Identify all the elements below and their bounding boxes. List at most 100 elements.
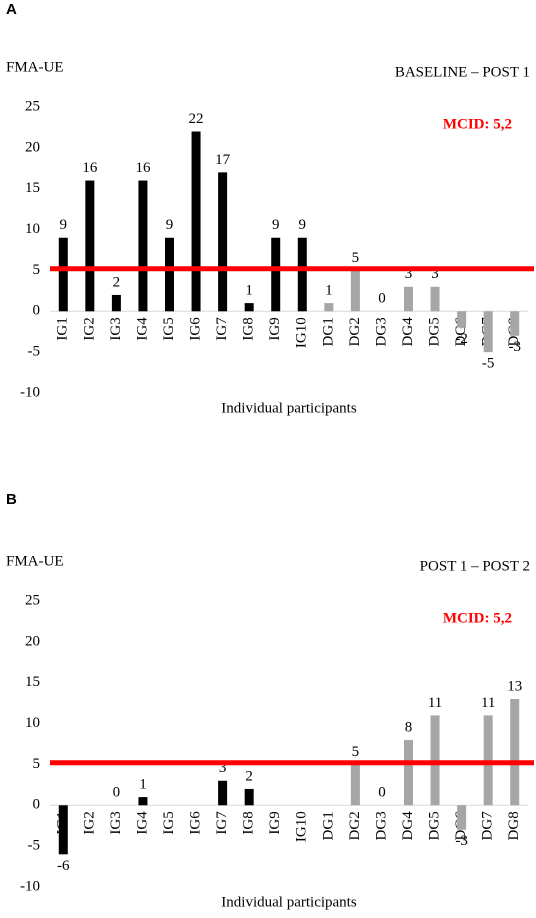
reference-label: MCID: 5,2 [443, 610, 512, 626]
reference-label: MCID: 5,2 [443, 116, 512, 132]
y-tick-label: 15 [25, 674, 40, 690]
bar [404, 739, 413, 806]
y-tick-label: 5 [33, 262, 41, 278]
bar [85, 180, 95, 312]
x-tick-label: DG1 [320, 317, 336, 346]
x-tick-label: DG8 [506, 811, 522, 840]
bar [404, 286, 413, 312]
x-tick-label: IG10 [294, 811, 310, 842]
data-label: 9 [60, 217, 68, 233]
y-tick-label: 10 [25, 221, 40, 237]
x-tick-label: IG3 [108, 811, 124, 834]
x-tick-label: IG10 [294, 317, 310, 348]
x-tick-label: DG4 [400, 317, 416, 347]
x-tick-label: IG7 [214, 317, 230, 341]
x-tick-label: IG5 [161, 317, 177, 340]
bar [138, 180, 148, 312]
y-tick-label: 25 [25, 98, 40, 114]
bar [58, 805, 68, 855]
data-label: 11 [428, 695, 442, 711]
x-tick-label: IG1 [55, 317, 71, 340]
data-label: -2 [455, 331, 468, 347]
x-tick-label: IG8 [241, 811, 257, 834]
bar [218, 780, 228, 806]
x-tick-label: IG2 [81, 811, 97, 834]
x-axis-title: Individual participants [221, 400, 357, 416]
x-tick-label: IG5 [161, 811, 177, 834]
y-tick-label: -5 [28, 838, 41, 854]
bar [457, 311, 467, 328]
data-label: 8 [405, 719, 413, 735]
x-tick-label: IG9 [267, 317, 283, 340]
y-axis-title: FMA-UE [6, 553, 64, 569]
x-tick-label: IG7 [214, 811, 230, 835]
data-label: -3 [455, 833, 468, 849]
data-label: 5 [352, 744, 360, 760]
x-tick-label: DG5 [426, 811, 442, 840]
bar [510, 699, 520, 806]
subtitle: BASELINE – POST 1 [395, 64, 530, 80]
x-tick-label: DG4 [400, 811, 416, 841]
bar [350, 764, 360, 806]
x-tick-label: IG6 [187, 317, 203, 341]
x-tick-label: DG7 [480, 811, 496, 841]
x-tick-label: IG4 [134, 317, 150, 341]
y-tick-label: 20 [25, 633, 40, 649]
x-tick-label: IG6 [187, 811, 203, 835]
x-tick-label: IG2 [81, 317, 97, 340]
data-label: 2 [245, 768, 253, 784]
y-tick-label: -10 [20, 384, 40, 400]
bar [58, 237, 68, 312]
x-tick-label: DG5 [426, 317, 442, 346]
data-label: 11 [481, 695, 495, 711]
data-label: 3 [431, 266, 439, 282]
data-label: 3 [219, 760, 227, 776]
x-axis-title: Individual participants [221, 894, 357, 910]
bar [111, 294, 121, 312]
y-tick-label: 10 [25, 715, 40, 731]
data-label: 13 [507, 678, 522, 694]
bar [244, 303, 254, 312]
data-label: -3 [508, 339, 521, 355]
x-tick-label: DG2 [347, 811, 363, 840]
data-label: 3 [405, 266, 413, 282]
bar [218, 172, 228, 312]
data-label: -5 [482, 356, 495, 372]
bar [457, 805, 467, 830]
y-tick-label: 15 [25, 180, 40, 196]
bar [244, 788, 254, 806]
x-tick-label: DG3 [373, 811, 389, 840]
data-label: 5 [352, 250, 360, 266]
data-label: 9 [166, 217, 174, 233]
y-tick-label: -5 [28, 344, 41, 360]
bar [271, 237, 281, 312]
bar [430, 286, 440, 312]
data-label: 1 [325, 283, 333, 299]
data-label: 0 [113, 785, 121, 801]
data-label: 1 [245, 283, 253, 299]
bar [138, 797, 148, 806]
bar [191, 131, 201, 312]
bar [324, 303, 334, 312]
y-tick-label: 25 [25, 592, 40, 608]
data-label: 16 [135, 160, 151, 176]
bar [297, 237, 307, 312]
panel-label: A [6, 1, 17, 18]
data-label: 17 [215, 152, 231, 168]
y-tick-label: 20 [25, 139, 40, 155]
x-tick-label: DG1 [320, 811, 336, 840]
data-label: 1 [139, 777, 147, 793]
x-tick-label: IG9 [267, 811, 283, 834]
x-tick-label: IG3 [108, 317, 124, 340]
panel-label: B [6, 491, 17, 508]
data-label: 9 [272, 217, 280, 233]
data-label: 2 [113, 274, 121, 290]
data-label: 22 [189, 111, 204, 127]
x-tick-label: DG3 [373, 317, 389, 346]
bar [165, 237, 174, 312]
y-tick-label: 0 [33, 303, 41, 319]
y-axis-title: FMA-UE [6, 59, 64, 75]
data-label: -6 [57, 858, 70, 874]
x-tick-label: IG8 [241, 317, 257, 340]
